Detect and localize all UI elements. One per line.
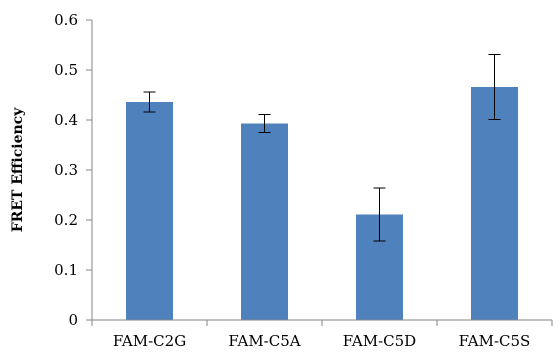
- y-tick-label: 0.2: [54, 211, 78, 229]
- x-tick-label: FAM-C5A: [228, 332, 300, 350]
- x-tick-label: FAM-C5S: [459, 332, 531, 350]
- y-tick-label: 0.6: [54, 11, 78, 29]
- bar: [471, 87, 518, 320]
- y-axis-ticks: 0 0.1 0.2 0.3 0.4 0.5 0.6: [54, 11, 92, 329]
- y-tick-label: 0.5: [54, 61, 78, 79]
- y-tick-label: 0: [68, 311, 78, 329]
- y-tick-label: 0.3: [54, 161, 78, 179]
- x-tick-label: FAM-C5D: [343, 332, 416, 350]
- x-tick-label: FAM-C2G: [113, 332, 186, 350]
- y-axis-label: FRET Efficiency: [10, 107, 26, 232]
- error-bars-group: [143, 54, 501, 242]
- bar: [241, 123, 288, 320]
- bar: [126, 102, 173, 320]
- x-axis-ticks: FAM-C2G FAM-C5A FAM-C5D FAM-C5S: [91, 320, 553, 350]
- y-tick-label: 0.1: [54, 261, 78, 279]
- y-tick-label: 0.4: [54, 111, 78, 129]
- bars-group: [126, 87, 518, 320]
